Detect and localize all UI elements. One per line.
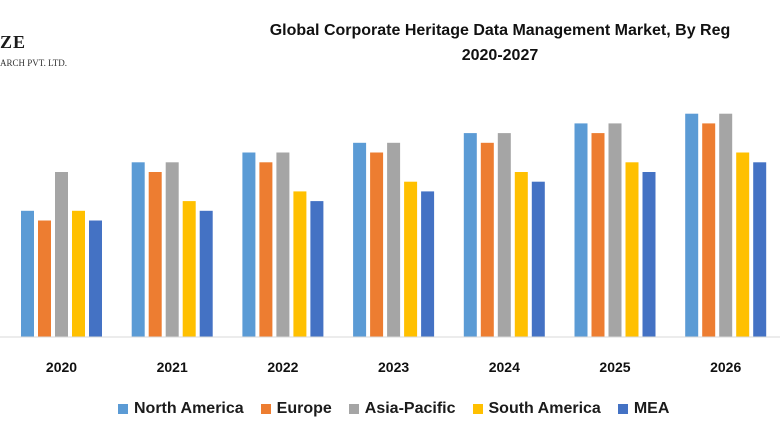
x-tick-label: 2020 <box>46 359 77 375</box>
legend-swatch <box>348 404 359 414</box>
x-tick-label: 2024 <box>489 359 520 375</box>
bar-2024-europe <box>480 142 494 337</box>
bar-2020-south-america <box>72 210 85 337</box>
bar-2023-europe <box>370 152 384 337</box>
bar-2025-asia-pacific <box>608 123 622 338</box>
bar-2022-asia-pacific <box>276 152 290 337</box>
bar-2024-asia-pacific <box>497 133 511 337</box>
brand-logo: ZE ARCH PVT. LTD. <box>0 32 120 72</box>
chart-title: Global Corporate Heritage Data Managemen… <box>200 18 780 68</box>
x-tick-label: 2022 <box>267 359 298 375</box>
bar-2026-europe <box>702 123 716 338</box>
logo-subtext: ARCH PVT. LTD. <box>0 58 68 68</box>
legend-item: Asia-Pacific <box>348 400 456 418</box>
bar-2023-asia-pacific <box>387 142 401 337</box>
bar-2023-mea <box>421 191 435 337</box>
legend-swatch <box>118 404 128 414</box>
legend-item: Europe <box>260 400 332 418</box>
bar-2021-north-america <box>131 162 145 338</box>
legend-swatch <box>472 404 483 414</box>
bar-2026-north-america <box>685 113 699 337</box>
legend-label: Asia-Pacific <box>364 400 456 417</box>
legend-item: South America <box>472 400 601 418</box>
bar-2022-europe <box>259 162 273 338</box>
x-tick-label: 2025 <box>599 359 630 375</box>
bar-2024-mea <box>531 181 545 337</box>
chart-title-line-2: 2020-2027 <box>461 47 539 64</box>
bar-2021-south-america <box>182 201 196 337</box>
bar-2023-south-america <box>404 181 418 337</box>
legend-label: Europe <box>276 400 332 417</box>
bar-2020-mea <box>89 220 102 337</box>
legend-swatch <box>617 404 628 414</box>
x-tick-label: 2021 <box>157 359 188 375</box>
legend-label: South America <box>488 400 601 417</box>
bar-2020-asia-pacific <box>55 172 68 337</box>
x-tick-label: 2026 <box>710 359 741 375</box>
bar-2025-north-america <box>574 123 588 338</box>
bar-2025-south-america <box>625 162 639 338</box>
bar-2023-north-america <box>353 142 367 337</box>
bar-2022-south-america <box>293 191 307 337</box>
legend-label: North America <box>134 400 244 417</box>
bar-2020-north-america <box>21 210 34 337</box>
bar-2024-south-america <box>514 172 528 337</box>
chart-title-line-1: Global Corporate Heritage Data Managemen… <box>269 22 731 39</box>
bar-2026-asia-pacific <box>719 113 733 337</box>
bar-2021-asia-pacific <box>165 162 179 338</box>
x-tick-label: 2023 <box>378 359 409 375</box>
bar-2022-mea <box>310 201 324 337</box>
bars-group <box>21 113 767 338</box>
bar-2026-mea <box>753 162 767 338</box>
legend-item: North America <box>118 400 244 418</box>
legend-label: MEA <box>633 400 670 417</box>
bar-2020-europe <box>38 220 51 337</box>
bar-2025-mea <box>642 172 656 337</box>
x-tick-labels: 2020 2021 2022 2023 2024 2025 2026 <box>46 359 742 375</box>
bar-2021-europe <box>148 172 162 337</box>
bar-2025-europe <box>591 133 605 337</box>
chart-legend: North America Europe Asia-Pacific South Ame… <box>118 400 686 418</box>
bar-2021-mea <box>199 210 213 337</box>
bar-2026-south-america <box>736 152 750 337</box>
bar-2024-north-america <box>463 133 477 337</box>
legend-swatch <box>260 404 271 414</box>
legend-item: MEA <box>617 400 670 418</box>
bar-2022-north-america <box>242 152 256 337</box>
logo-mark: ZE <box>0 32 27 52</box>
